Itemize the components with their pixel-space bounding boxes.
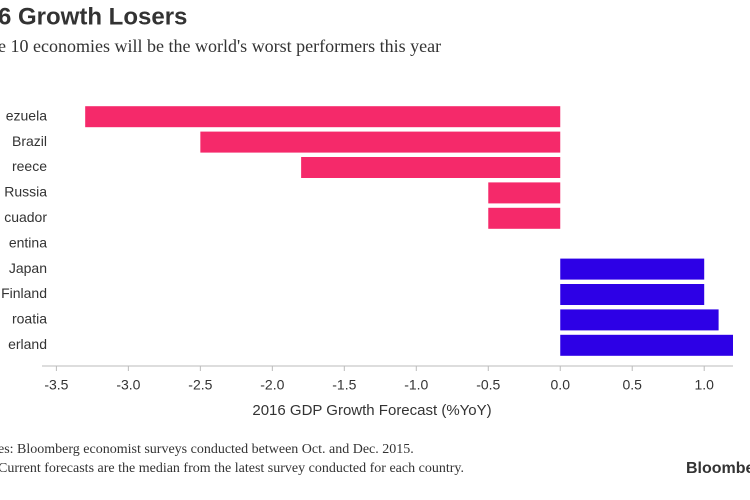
category-label: Brazil (12, 133, 47, 149)
x-tick-label: -2.5 (188, 377, 212, 393)
x-tick-label: -3.0 (116, 377, 140, 393)
bar (85, 106, 561, 128)
chart-subtitle: e 10 economies will be the world's worst… (0, 36, 441, 56)
x-tick-label: -0.5 (476, 377, 500, 393)
category-label: ezuela (6, 107, 47, 123)
category-label: Russia (4, 184, 47, 200)
x-tick-label: -1.5 (332, 377, 356, 393)
bar (560, 309, 719, 331)
chart-title: 6 Growth Losers (0, 3, 187, 30)
bar (560, 334, 733, 356)
category-label: erland (8, 336, 47, 352)
category-label: Finland (1, 285, 47, 301)
x-tick-label: -1.0 (404, 377, 428, 393)
x-tick-label: 0.5 (622, 377, 642, 393)
source-logo: Bloomberg (686, 460, 750, 477)
x-tick-label: -3.5 (44, 377, 68, 393)
x-tick-label: 1.0 (694, 377, 714, 393)
bar (200, 131, 561, 153)
note: Current forecasts are the median from th… (0, 461, 464, 476)
category-label: entina (9, 234, 47, 250)
category-label: reece (12, 158, 47, 174)
bar (560, 258, 705, 280)
bar (560, 284, 705, 305)
bar (488, 182, 561, 204)
category-label: roatia (12, 311, 47, 327)
category-label: Japan (9, 260, 47, 276)
x-axis-label: 2016 GDP Growth Forecast (%YoY) (252, 402, 491, 419)
x-tick-label: -2.0 (260, 377, 284, 393)
note: es: Bloomberg economist surveys conducte… (0, 442, 414, 457)
bar (301, 157, 561, 178)
category-label: cuador (4, 209, 47, 225)
bar (488, 207, 561, 229)
x-tick-label: 0.0 (551, 377, 571, 393)
